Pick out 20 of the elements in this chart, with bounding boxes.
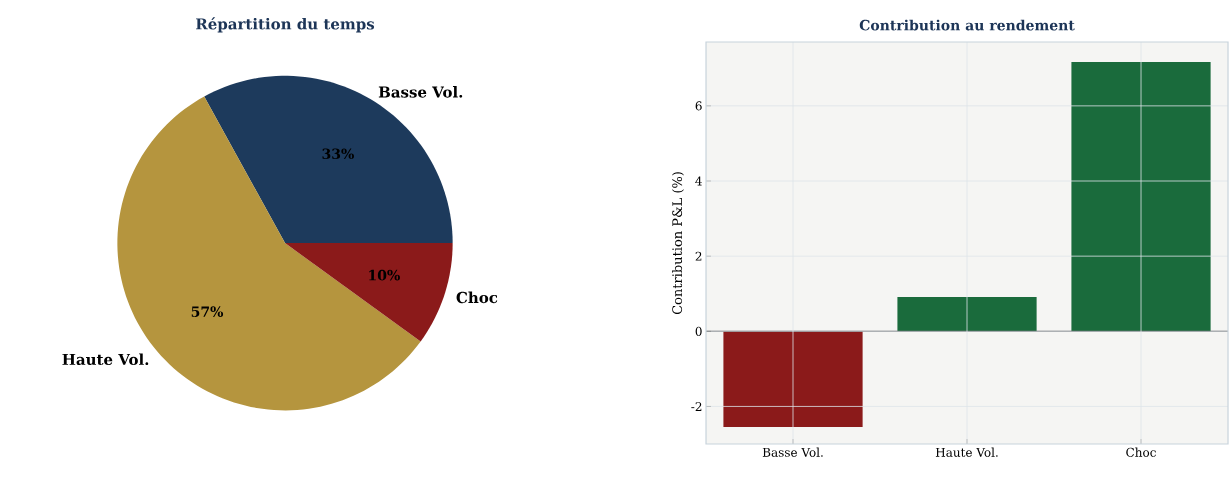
data-label: 10% bbox=[369, 269, 400, 281]
y-tick-label: 0 bbox=[695, 326, 702, 336]
slice-label: Choc bbox=[456, 291, 498, 304]
bar bbox=[723, 331, 863, 428]
slice-label: Haute Vol. bbox=[62, 353, 149, 366]
data-label: 57% bbox=[191, 306, 224, 317]
y-tick-label: 4 bbox=[695, 176, 702, 186]
chart-title: Répartition du temps bbox=[196, 17, 375, 33]
bar bbox=[1071, 61, 1211, 332]
chart-title: Contribution au rendement bbox=[859, 19, 1075, 31]
x-tick-label: Choc bbox=[1126, 447, 1156, 457]
x-tick-label: Basse Vol. bbox=[762, 447, 823, 457]
y-axis-title: Contribution P&L (%) bbox=[672, 172, 684, 315]
data-label: 33% bbox=[322, 148, 354, 160]
x-tick-label: Haute Vol. bbox=[935, 447, 998, 457]
y-tick-label: 6 bbox=[695, 101, 702, 111]
y-tick-label: -2 bbox=[691, 401, 702, 411]
y-tick-label: 2 bbox=[695, 251, 702, 261]
slice-label: Basse Vol. bbox=[378, 86, 463, 98]
bar bbox=[897, 297, 1037, 332]
